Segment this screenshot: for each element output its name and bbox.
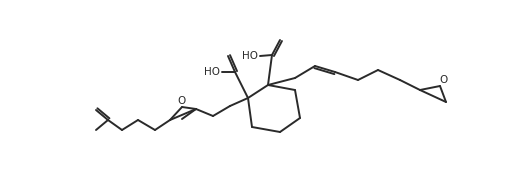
Text: HO: HO bbox=[204, 67, 220, 77]
Text: O: O bbox=[439, 75, 447, 85]
Text: O: O bbox=[178, 96, 186, 106]
Text: HO: HO bbox=[242, 51, 258, 61]
